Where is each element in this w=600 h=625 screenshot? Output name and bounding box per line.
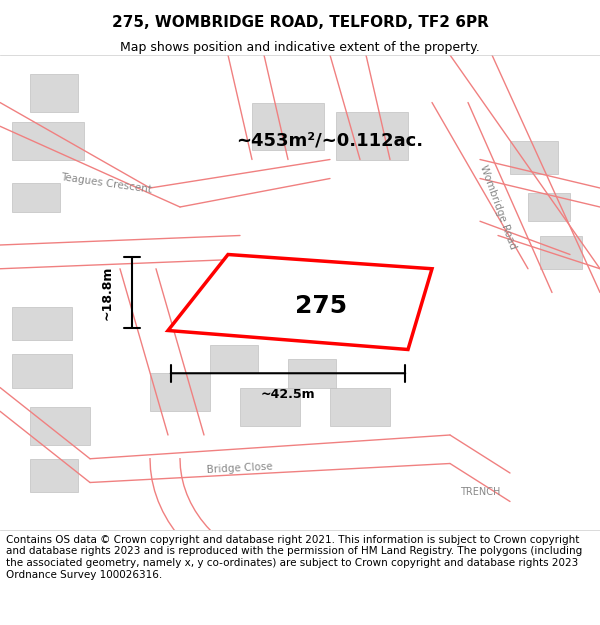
Bar (528, 192, 570, 221)
Text: Bridge Close: Bridge Close (207, 461, 273, 475)
Bar (330, 388, 390, 426)
Bar (288, 359, 336, 388)
Text: Map shows position and indicative extent of the property.: Map shows position and indicative extent… (120, 41, 480, 54)
Bar (150, 373, 210, 411)
Bar (540, 236, 582, 269)
Text: ~18.8m: ~18.8m (101, 265, 114, 319)
Text: Wombridge Road: Wombridge Road (478, 164, 518, 251)
Text: 275: 275 (295, 294, 347, 318)
Text: ~453m²/~0.112ac.: ~453m²/~0.112ac. (236, 131, 424, 149)
Text: Contains OS data © Crown copyright and database right 2021. This information is : Contains OS data © Crown copyright and d… (6, 535, 582, 579)
Bar (240, 388, 300, 426)
Bar (252, 102, 324, 150)
Polygon shape (168, 254, 432, 349)
Bar (336, 112, 408, 159)
Bar (12, 183, 60, 212)
Text: ~42.5m: ~42.5m (260, 388, 316, 401)
Bar (30, 406, 90, 444)
Bar (510, 141, 558, 174)
Bar (210, 345, 258, 373)
Text: 275, WOMBRIDGE ROAD, TELFORD, TF2 6PR: 275, WOMBRIDGE ROAD, TELFORD, TF2 6PR (112, 16, 488, 31)
Bar (12, 121, 84, 159)
Bar (12, 307, 72, 340)
Text: Teagues Crescent: Teagues Crescent (60, 172, 152, 194)
Bar (30, 74, 78, 112)
Bar (30, 459, 78, 492)
Bar (12, 354, 72, 388)
Text: TRENCH: TRENCH (460, 487, 500, 497)
